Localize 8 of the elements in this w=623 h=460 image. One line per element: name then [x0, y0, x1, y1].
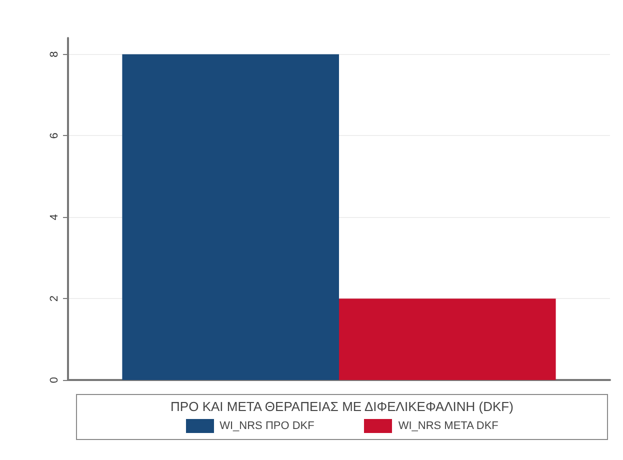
y-tick-label: 0	[48, 376, 60, 384]
y-tick-label: 6	[48, 132, 60, 139]
legend-title: ΠΡΟ ΚΑΙ ΜΕΤΑ ΘΕΡΑΠΕΙΑΣ ΜΕ ΔΙΦΕΛΙΚΕΦΑΛΙΝΗ (DKF)	[170, 399, 514, 414]
y-tick-label: 2	[48, 296, 60, 302]
y-tick-label: 4	[48, 214, 60, 220]
y-tick-label: 8	[48, 51, 60, 58]
legend-label: WI_NRS ΜΕΤΑ DKF	[398, 420, 498, 432]
legend-label: WI_NRS ΠΡΟ DKF	[220, 420, 314, 432]
